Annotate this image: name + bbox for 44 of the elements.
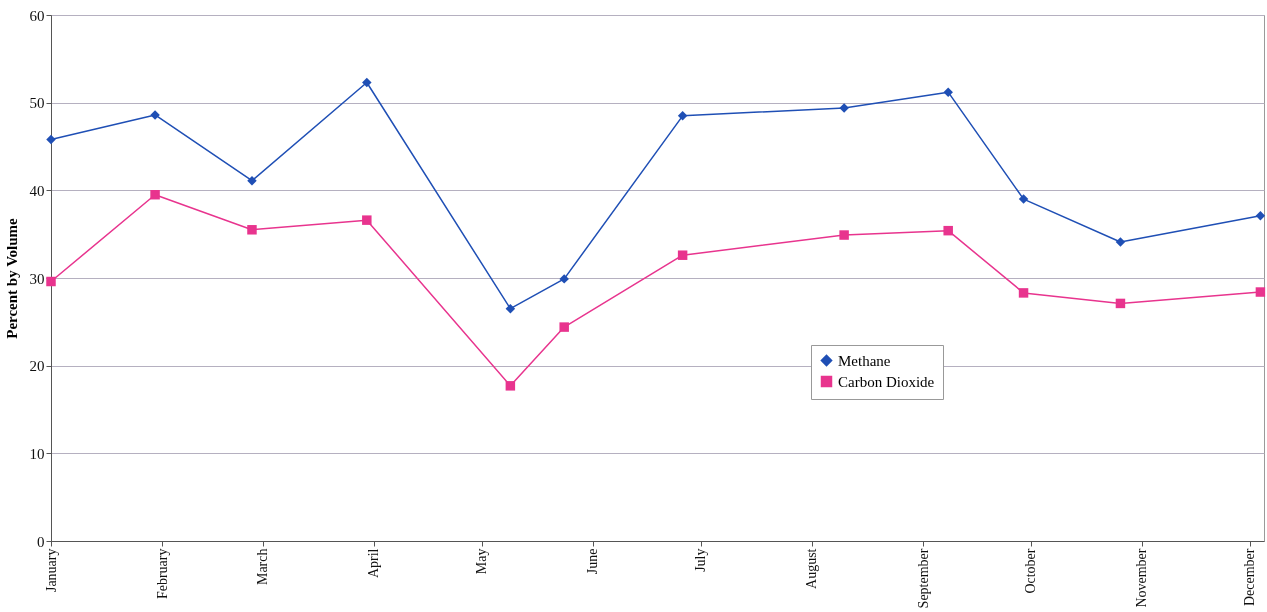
x-tick-label: October	[1023, 548, 1039, 594]
y-tick-label: 60	[29, 7, 45, 24]
point	[1255, 287, 1266, 297]
point	[1115, 237, 1126, 247]
point	[1018, 288, 1029, 298]
y-tick-label: 50	[29, 95, 45, 112]
y-tick-label: 10	[29, 445, 45, 462]
x-tick-label: November	[1134, 548, 1150, 608]
point	[839, 230, 849, 240]
point	[677, 111, 688, 121]
legend-label: Carbon Dioxide	[838, 373, 935, 390]
point	[677, 250, 688, 260]
point	[943, 87, 953, 97]
x-tick-label: August	[804, 548, 820, 589]
point	[247, 225, 257, 235]
x-tick-label: April	[366, 548, 382, 579]
y-tick-label: 0	[37, 533, 45, 550]
point	[362, 215, 372, 225]
point	[46, 134, 56, 145]
x-tick-label: May	[474, 548, 490, 575]
y-axis-title: Percent by Volume	[3, 217, 20, 339]
point	[505, 381, 516, 391]
point	[559, 322, 569, 332]
point	[247, 175, 257, 186]
x-tick-label: September	[915, 548, 931, 609]
point	[362, 77, 372, 88]
y-tick-label: 40	[29, 182, 45, 199]
y-tick-label: 30	[29, 270, 45, 287]
legend-label: Methane	[838, 352, 891, 369]
x-tick-label: March	[255, 548, 271, 586]
point	[1018, 194, 1029, 204]
point	[559, 274, 569, 284]
point	[943, 225, 953, 236]
x-tick-label: July	[693, 548, 709, 572]
x-tick-label: December	[1242, 548, 1258, 607]
point	[1115, 298, 1126, 309]
point	[1255, 211, 1266, 221]
point	[46, 276, 56, 287]
x-tick-label: June	[585, 548, 601, 575]
x-tick-label: February	[154, 548, 170, 600]
point	[505, 303, 516, 314]
point	[150, 189, 160, 200]
x-tick-label: January	[43, 548, 59, 593]
y-tick-label: 20	[29, 358, 45, 375]
